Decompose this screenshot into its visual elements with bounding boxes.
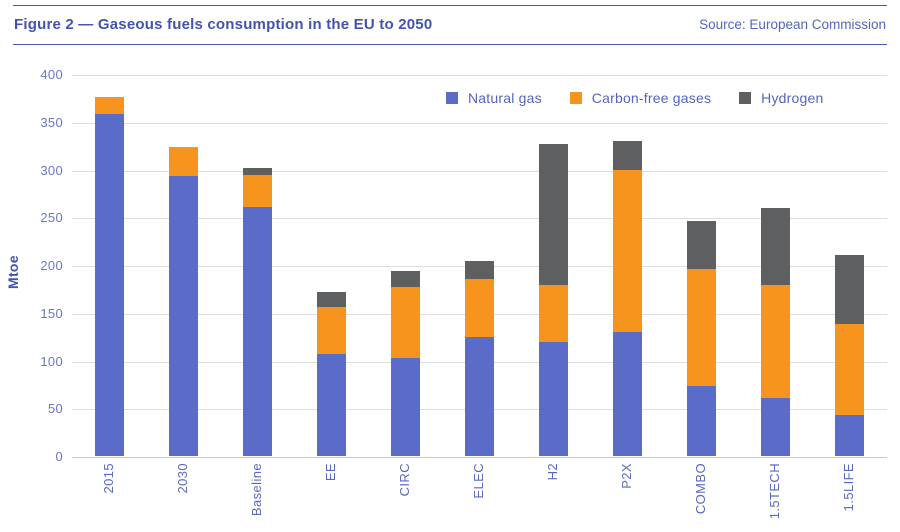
x-label-baseline: Baseline [248, 463, 264, 517]
gridline-250 [72, 218, 887, 220]
figure-header: Figure 2 — Gaseous fuels consumption in … [13, 5, 887, 45]
y-tick-350: 350 [40, 114, 63, 130]
bar-segment-natural-gas [687, 386, 717, 456]
bar-segment-natural-gas [539, 342, 569, 456]
bar-segment-hydrogen [465, 261, 494, 280]
bar-segment-carbon-free-gases [94, 96, 124, 115]
bar-combo [687, 221, 717, 456]
bar-segment-carbon-free-gases [835, 324, 865, 415]
y-tick-250: 250 [40, 210, 63, 226]
bar-segment-natural-gas [835, 414, 865, 456]
x-label-circ: CIRC [396, 463, 412, 497]
bar-segment-carbon-free-gases [613, 169, 643, 332]
bar-segment-carbon-free-gases [242, 175, 272, 207]
bar-segment-hydrogen [687, 221, 717, 269]
bar-segment-hydrogen [316, 291, 346, 308]
bar-segment-natural-gas [761, 397, 791, 456]
legend-item-hydrogen: Hydrogen [739, 90, 823, 106]
y-tick-0: 0 [55, 449, 63, 464]
y-tick-300: 300 [40, 162, 63, 178]
bar-2030 [168, 146, 198, 456]
bar-elec [465, 261, 494, 456]
x-label-h2: H2 [545, 463, 561, 481]
bar-segment-natural-gas [168, 176, 198, 456]
legend-label: Hydrogen [761, 90, 824, 106]
y-tick-150: 150 [40, 305, 63, 321]
bar-segment-natural-gas [242, 206, 272, 456]
legend-label: Carbon-free gases [591, 90, 712, 106]
bar-segment-hydrogen [613, 140, 643, 170]
bar-baseline [242, 167, 272, 456]
bar-segment-hydrogen [242, 167, 272, 176]
bar-segment-hydrogen [761, 207, 791, 286]
bar-segment-hydrogen [390, 270, 420, 287]
bar-segment-natural-gas [390, 357, 420, 456]
x-label-2015: 2015 [100, 463, 116, 494]
bar-segment-carbon-free-gases [390, 286, 420, 358]
x-label-combo: COMBO [693, 463, 709, 515]
bar-segment-hydrogen [835, 254, 865, 325]
gridline-400 [72, 75, 887, 76]
bar-segment-carbon-free-gases [316, 307, 346, 354]
legend-item-carbon-free-gases: Carbon-free gases [569, 90, 712, 106]
bar-segment-natural-gas [94, 114, 124, 456]
bar-circ [390, 270, 420, 456]
plot-area: Natural gas Carbon-free gases Hydrogen [72, 75, 887, 458]
x-label-p2x: P2X [619, 463, 635, 489]
bar-segment-carbon-free-gases [168, 146, 198, 177]
bar-h2 [539, 143, 569, 456]
gridline-350 [72, 122, 887, 124]
bar-segment-carbon-free-gases [539, 285, 569, 343]
bar-segment-natural-gas [316, 353, 346, 456]
y-tick-400: 400 [40, 67, 63, 82]
legend-label: Natural gas [468, 90, 542, 106]
legend: Natural gas Carbon-free gases Hydrogen [446, 90, 823, 106]
legend-swatch-icon [569, 92, 582, 104]
bar-1-5tech [761, 207, 791, 456]
x-label-elec: ELEC [471, 463, 486, 499]
x-label-1-5tech: 1.5TECH [767, 463, 783, 520]
bar-segment-carbon-free-gases [465, 279, 494, 337]
figure-source: Source: European Commission [699, 17, 886, 32]
bar-segment-natural-gas [465, 336, 494, 456]
y-tick-100: 100 [40, 353, 63, 369]
x-label-1-5life: 1.5LIFE [841, 463, 857, 512]
legend-swatch-icon [446, 92, 458, 104]
bar-segment-natural-gas [613, 331, 643, 456]
y-tick-200: 200 [40, 258, 63, 273]
bar-2015 [94, 96, 124, 456]
x-label-ee: EE [322, 463, 338, 482]
figure-title: Figure 2 — Gaseous fuels consumption in … [14, 16, 433, 33]
bar-p2x [613, 140, 643, 456]
x-label-2030: 2030 [174, 463, 190, 494]
bar-1-5life [835, 254, 865, 456]
y-tick-50: 50 [47, 401, 63, 417]
legend-swatch-icon [739, 92, 752, 104]
gridline-300 [72, 170, 887, 172]
gridline-0 [72, 457, 887, 458]
bar-ee [316, 291, 346, 456]
bar-segment-hydrogen [539, 143, 569, 286]
bar-segment-carbon-free-gases [687, 268, 717, 387]
legend-item-natural-gas: Natural gas [446, 90, 542, 106]
bar-segment-carbon-free-gases [761, 285, 791, 398]
